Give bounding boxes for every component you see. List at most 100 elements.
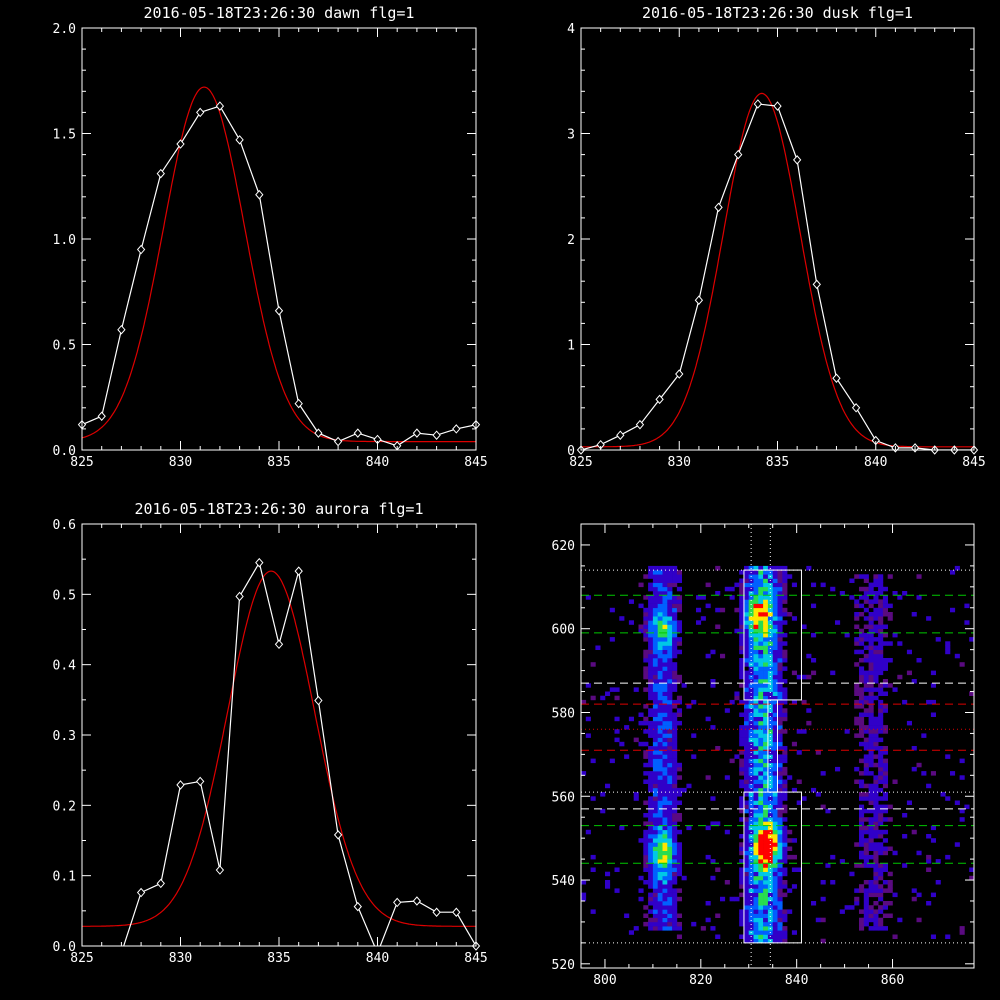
heatmap-cell — [753, 591, 759, 596]
heatmap-cell — [777, 687, 783, 692]
heatmap-cell — [657, 766, 663, 772]
heatmap-cell — [859, 641, 865, 646]
heatmap-cell — [657, 796, 663, 801]
heatmap-cell — [859, 817, 865, 822]
heatmap-cell — [892, 934, 898, 939]
heatmap-cell — [753, 913, 759, 918]
heatmap-cell — [859, 909, 865, 914]
heatmap-cell — [758, 771, 764, 776]
heatmap-cell — [657, 892, 663, 898]
heatmap-cell — [859, 574, 865, 579]
heatmap-cell — [672, 662, 678, 667]
heatmap-cell — [777, 620, 783, 625]
heatmap-cell — [839, 591, 845, 596]
heatmap-cell — [825, 863, 831, 868]
heatmap-cell — [887, 616, 893, 621]
heatmap-cell — [868, 888, 874, 893]
heatmap-cell — [753, 649, 759, 655]
heatmap-cell — [911, 896, 917, 902]
heatmap-cell — [652, 800, 658, 805]
heatmap-cell — [748, 704, 754, 709]
heatmap-cell — [758, 666, 764, 671]
heatmap-cell — [657, 846, 663, 851]
heatmap-cell — [854, 901, 860, 906]
heatmap-cell — [878, 817, 884, 822]
heatmap-cell — [652, 653, 658, 659]
heatmap-cell — [878, 653, 884, 659]
heatmap-cell — [667, 775, 673, 780]
heatmap-cell — [820, 804, 826, 810]
heatmap-cell — [753, 754, 759, 759]
heatmap-cell — [748, 821, 754, 826]
heatmap-cell — [648, 603, 654, 609]
heatmap-cell — [758, 871, 764, 877]
heatmap-cell — [926, 901, 932, 906]
heatmap-cell — [667, 670, 673, 676]
heatmap-cell — [662, 871, 668, 877]
heatmap-cell — [772, 699, 778, 705]
heatmap-cell — [882, 725, 888, 730]
heatmap-cell — [763, 867, 769, 872]
heatmap-cell — [777, 679, 783, 684]
heatmap-cell — [672, 796, 678, 801]
heatmap-cell — [652, 804, 658, 810]
heatmap-cell — [753, 842, 759, 847]
heatmap-cell — [667, 695, 673, 701]
heatmap-cell — [782, 632, 788, 638]
heatmap-cell — [667, 628, 673, 634]
heatmap-cell — [667, 896, 673, 902]
heatmap-cell — [887, 846, 893, 851]
measured-point-diamond — [812, 279, 821, 290]
heatmap-cell — [667, 921, 673, 927]
heatmap-cell — [763, 926, 769, 931]
heatmap-cell — [643, 670, 649, 676]
heatmap-cell — [772, 808, 778, 814]
heatmap-cell — [643, 658, 649, 663]
heatmap-cell — [652, 829, 658, 835]
heatmap-cell — [878, 871, 884, 877]
heatmap-cell — [878, 884, 884, 889]
heatmap-cell — [777, 854, 783, 860]
heatmap-cell — [652, 779, 658, 784]
heatmap-cell — [748, 729, 754, 734]
heatmap-cell — [859, 712, 865, 717]
heatmap-cell — [859, 829, 865, 835]
heatmap-cell — [753, 834, 759, 839]
heatmap-cell — [763, 779, 769, 784]
heatmap-cell — [667, 783, 673, 789]
heatmap-cell — [801, 624, 807, 629]
heatmap-cell — [882, 792, 888, 797]
heatmap-cell — [648, 632, 654, 638]
heatmap-cell — [672, 892, 678, 898]
heatmap-cell — [859, 716, 865, 722]
heatmap-cell — [748, 733, 754, 738]
heatmap-cell — [710, 679, 716, 684]
heatmap-cell — [657, 691, 663, 696]
heatmap-cell — [739, 796, 745, 801]
heatmap-cell — [863, 905, 869, 910]
heatmap-cell — [758, 888, 764, 893]
heatmap-cell — [753, 599, 759, 604]
heatmap-cell — [652, 808, 658, 814]
heatmap-cell — [772, 834, 778, 839]
heatmap-cell — [739, 645, 745, 650]
heatmap-cell — [873, 834, 879, 839]
heatmap-cell — [748, 637, 754, 642]
heatmap-cell — [772, 674, 778, 680]
heatmap-cell — [763, 766, 769, 772]
heatmap-cell — [868, 670, 874, 676]
heatmap-cell — [767, 683, 773, 688]
heatmap-cell — [753, 930, 759, 935]
heatmap-cell — [873, 716, 879, 722]
heatmap-cell — [652, 896, 658, 902]
heatmap-cell — [763, 699, 769, 705]
heatmap-cell — [638, 838, 644, 843]
heatmap-cell — [744, 892, 750, 898]
heatmap-cell — [859, 586, 865, 592]
heatmap-cell — [744, 934, 750, 939]
heatmap-cell — [657, 813, 663, 818]
heatmap-cell — [930, 934, 936, 939]
heatmap-cell — [763, 880, 769, 885]
heatmap-cell — [777, 612, 783, 617]
heatmap-cell — [662, 603, 668, 609]
